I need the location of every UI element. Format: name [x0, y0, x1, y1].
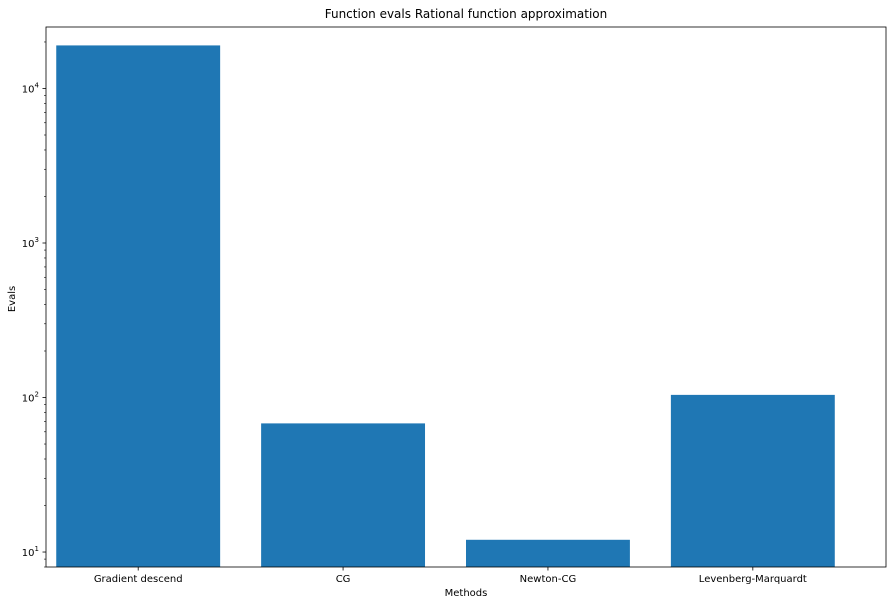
- y-tick-label: 103: [22, 236, 39, 250]
- y-axis-ticks: 101 102 103 104: [22, 41, 46, 568]
- bar-1: [261, 423, 426, 567]
- y-tick-label: 101: [22, 545, 39, 559]
- x-tick-label: CG: [336, 574, 351, 585]
- x-tick-label: Levenberg-Marquardt: [699, 574, 807, 585]
- x-axis-label: Methods: [445, 588, 488, 599]
- plot-frame: [45, 26, 887, 568]
- bar-2: [466, 539, 630, 567]
- chart-title: Function evals Rational function approxi…: [325, 7, 608, 21]
- y-axis-label: Evals: [7, 286, 18, 312]
- y-tick-label: 102: [22, 391, 39, 405]
- y-tick-label: 104: [22, 81, 40, 95]
- x-axis-ticks: Gradient descend CG Newton-CG Levenberg-Mar…: [94, 567, 807, 585]
- x-tick-label: Gradient descend: [94, 574, 183, 585]
- x-tick-label: Newton-CG: [520, 574, 577, 585]
- bar-3: [670, 394, 835, 567]
- bar-0: [56, 45, 221, 568]
- bars-group: [56, 45, 835, 568]
